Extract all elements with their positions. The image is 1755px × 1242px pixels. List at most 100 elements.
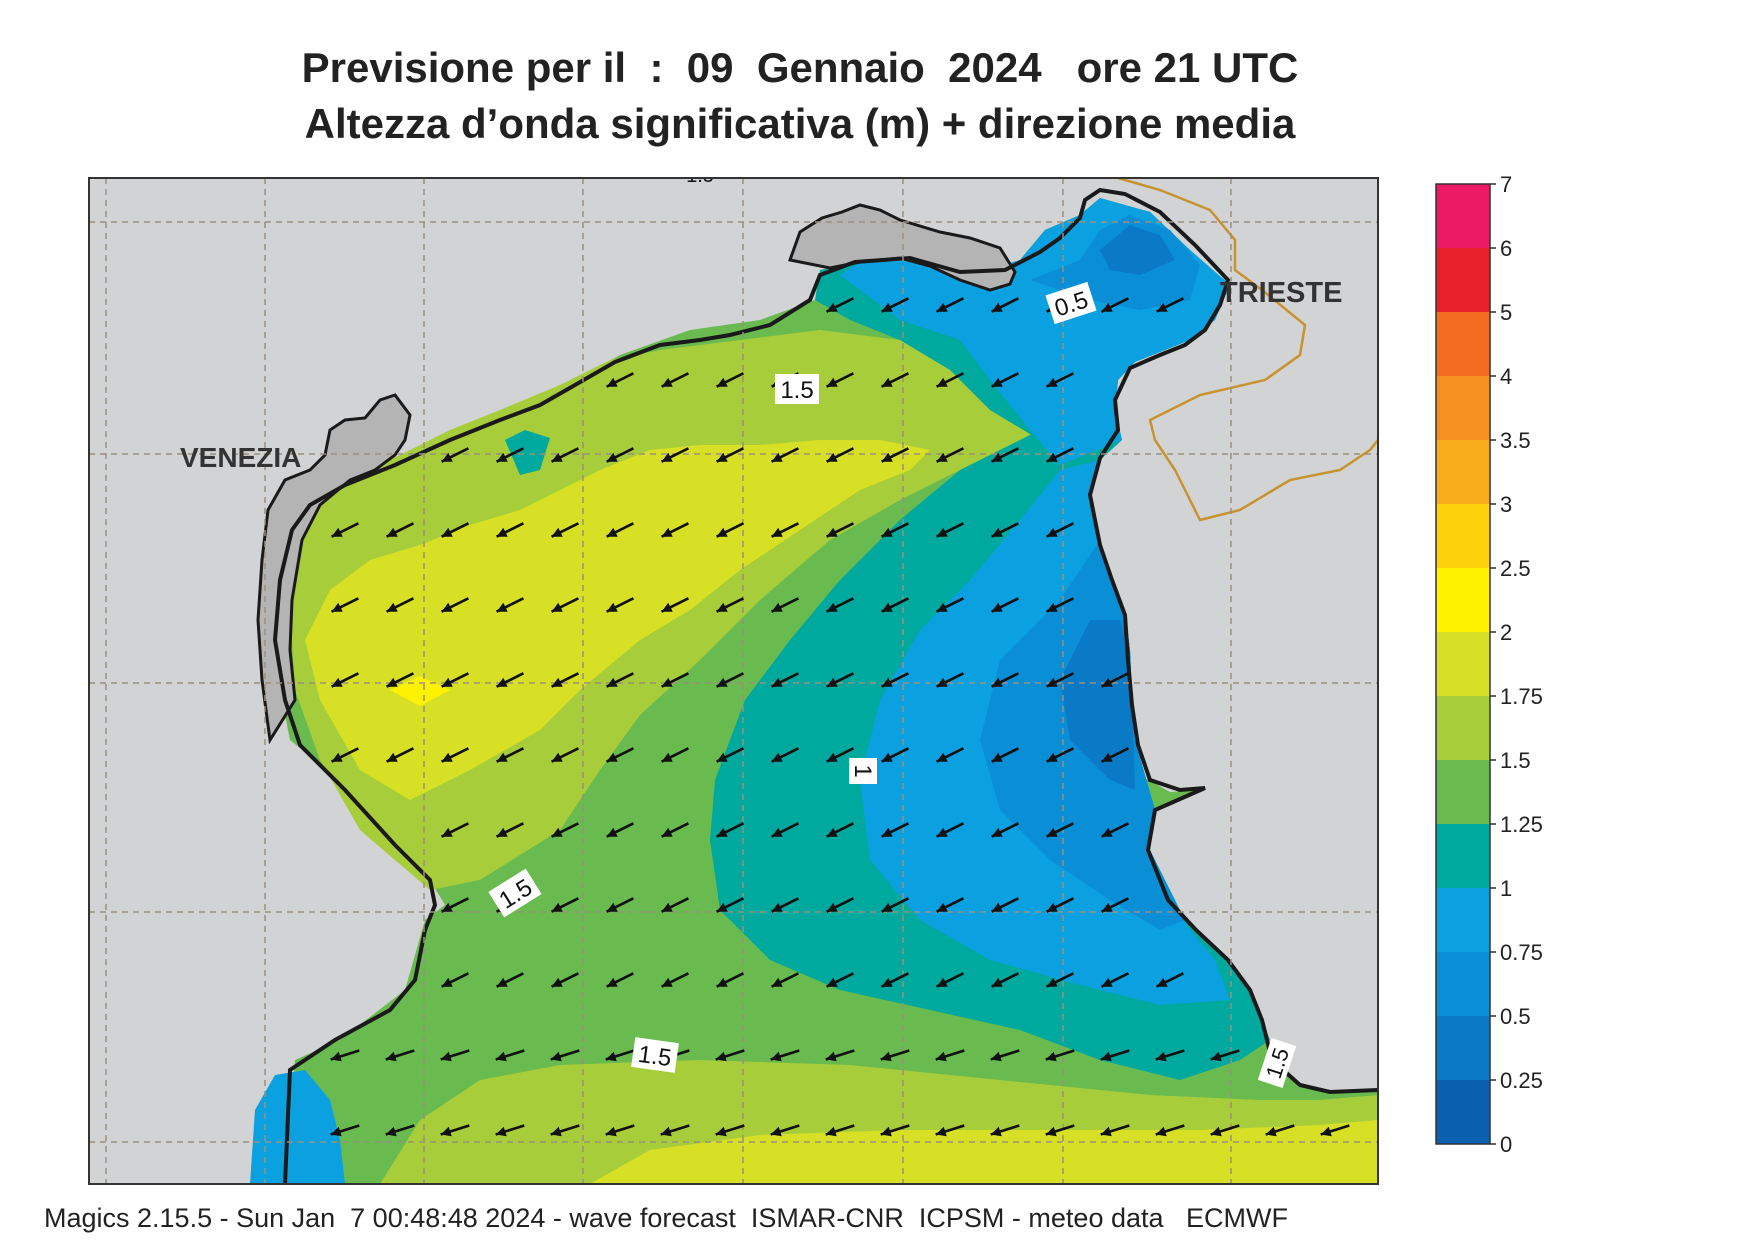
- wave-arrow-head: [826, 902, 838, 912]
- wave-arrow-head: [551, 977, 563, 987]
- wave-arrow-head: [880, 1126, 892, 1137]
- wave-arrow-head: [385, 1126, 397, 1137]
- sea-band-0-75-sw: [250, 1070, 345, 1184]
- colorbar-tick-label: 5: [1500, 300, 1512, 325]
- wave-arrow-head: [716, 377, 728, 387]
- wave-arrow-head: [936, 452, 948, 462]
- wave-arrow-head: [1155, 1126, 1167, 1137]
- wave-arrow-head: [771, 677, 783, 687]
- wave-arrow-head: [881, 677, 893, 687]
- wave-arrow-head: [441, 977, 453, 987]
- wave-arrow-head: [441, 602, 453, 612]
- wave-arrow-head: [771, 827, 783, 837]
- wave-arrow-head: [770, 1051, 782, 1062]
- wave-arrow-head: [881, 827, 893, 837]
- colorbar-frame: [1435, 183, 1491, 1145]
- wave-arrow-head: [606, 602, 618, 612]
- wave-arrow-head: [440, 1051, 452, 1062]
- wave-arrow-head: [1046, 377, 1058, 387]
- wave-arrow-head: [771, 752, 783, 762]
- wave-arrow-head: [991, 377, 1003, 387]
- map-area: 0.5 1.5 1.5 1 1.5 1.5 1.5 VENEZIA TRIEST…: [89, 178, 1378, 1184]
- wave-arrow-head: [1101, 302, 1113, 312]
- wave-arrow-head: [1045, 1126, 1057, 1137]
- wave-arrow-head: [551, 827, 563, 837]
- wave-arrow-head: [606, 827, 618, 837]
- wave-arrow-head: [606, 452, 618, 462]
- contour-label: 1.5: [631, 1037, 679, 1073]
- contour-label: 0.5: [1045, 281, 1097, 325]
- colorbar-band: [1436, 1080, 1490, 1144]
- colorbar-legend: 7 6 5 4 3.5 3 2.5 2 1.75 1.5 1.25 1 0.75 0.5 0.25 0: [1435, 172, 1543, 1157]
- colorbar-tick-label: 0.75: [1500, 940, 1543, 965]
- wave-arrow-head: [661, 527, 673, 537]
- wave-arrow-head: [825, 1051, 837, 1062]
- wave-arrow-head: [991, 302, 1003, 312]
- wave-arrow-head: [661, 827, 673, 837]
- wave-arrow-head: [716, 527, 728, 537]
- wave-arrow-head: [771, 452, 783, 462]
- wave-arrow-head: [1210, 1126, 1222, 1137]
- wave-arrow-head: [881, 977, 893, 987]
- wave-arrow-head: [991, 827, 1003, 837]
- colorbar-tick-label: 6: [1500, 236, 1512, 261]
- wave-arrow-head: [606, 377, 618, 387]
- wave-arrow-head: [881, 602, 893, 612]
- wave-arrow-head: [661, 377, 673, 387]
- wave-arrow-head: [331, 527, 343, 537]
- contour-label: 1.5: [775, 374, 819, 404]
- wave-arrow-head: [991, 677, 1003, 687]
- colorbar-tick-label: 7: [1500, 172, 1512, 197]
- wave-arrow-head: [936, 977, 948, 987]
- wave-arrow-head: [991, 527, 1003, 537]
- wave-arrow-head: [551, 677, 563, 687]
- sea-band-1-75: [305, 440, 930, 800]
- sea-band-0-25-north: [1100, 225, 1175, 275]
- wave-arrow-head: [331, 602, 343, 612]
- wave-arrow-head: [551, 602, 563, 612]
- wave-arrow-head: [715, 1126, 727, 1137]
- wave-arrow-head: [496, 452, 508, 462]
- svg-text:1.5: 1.5: [780, 377, 813, 404]
- border-line: [1117, 178, 1378, 522]
- wave-arrow-head: [495, 1051, 507, 1062]
- wave-arrow-head: [441, 902, 453, 912]
- wave-arrow-head: [551, 452, 563, 462]
- wave-arrow-head: [771, 902, 783, 912]
- wave-arrow-head: [716, 827, 728, 837]
- wave-arrow-head: [991, 977, 1003, 987]
- wave-arrow-head: [606, 677, 618, 687]
- wave-arrow-head: [1046, 902, 1058, 912]
- wave-arrow-head: [1046, 452, 1058, 462]
- wave-arrow-head: [936, 677, 948, 687]
- footer-credits: Magics 2.15.5 - Sun Jan 7 00:48:48 2024 …: [44, 1203, 1288, 1233]
- wave-arrow-head: [496, 677, 508, 687]
- wave-arrow-head: [1045, 1051, 1057, 1062]
- colorbar-band: [1436, 312, 1490, 376]
- wave-arrow-head: [441, 677, 453, 687]
- wave-arrow-head: [936, 377, 948, 387]
- colorbar-tick-label: 1.25: [1500, 812, 1543, 837]
- wave-arrow-head: [826, 452, 838, 462]
- wave-arrow-head: [771, 527, 783, 537]
- wave-arrow-head: [551, 527, 563, 537]
- wave-arrow-head: [991, 452, 1003, 462]
- chart-subtitle: Altezza d’onda significativa (m) + direz…: [304, 100, 1296, 147]
- wave-arrow-head: [1046, 977, 1058, 987]
- wave-arrow-head: [1101, 902, 1113, 912]
- contour-label: 1.5: [686, 178, 714, 187]
- colorbar-tick-label: 3: [1500, 492, 1512, 517]
- colorbar-band: [1436, 1016, 1490, 1080]
- wave-arrow-head: [991, 902, 1003, 912]
- wave-arrow-head: [661, 977, 673, 987]
- wave-arrow-head: [936, 602, 948, 612]
- wave-arrow-head: [1156, 977, 1168, 987]
- colorbar-band: [1436, 696, 1490, 760]
- wave-arrow-head: [716, 602, 728, 612]
- wave-arrow-head: [440, 1126, 452, 1137]
- colorbar-band: [1436, 376, 1490, 440]
- sea-band-1-west: [505, 430, 550, 475]
- wave-arrow-head: [881, 377, 893, 387]
- wave-arrow-head: [1320, 1126, 1332, 1137]
- wave-arrow-head: [496, 752, 508, 762]
